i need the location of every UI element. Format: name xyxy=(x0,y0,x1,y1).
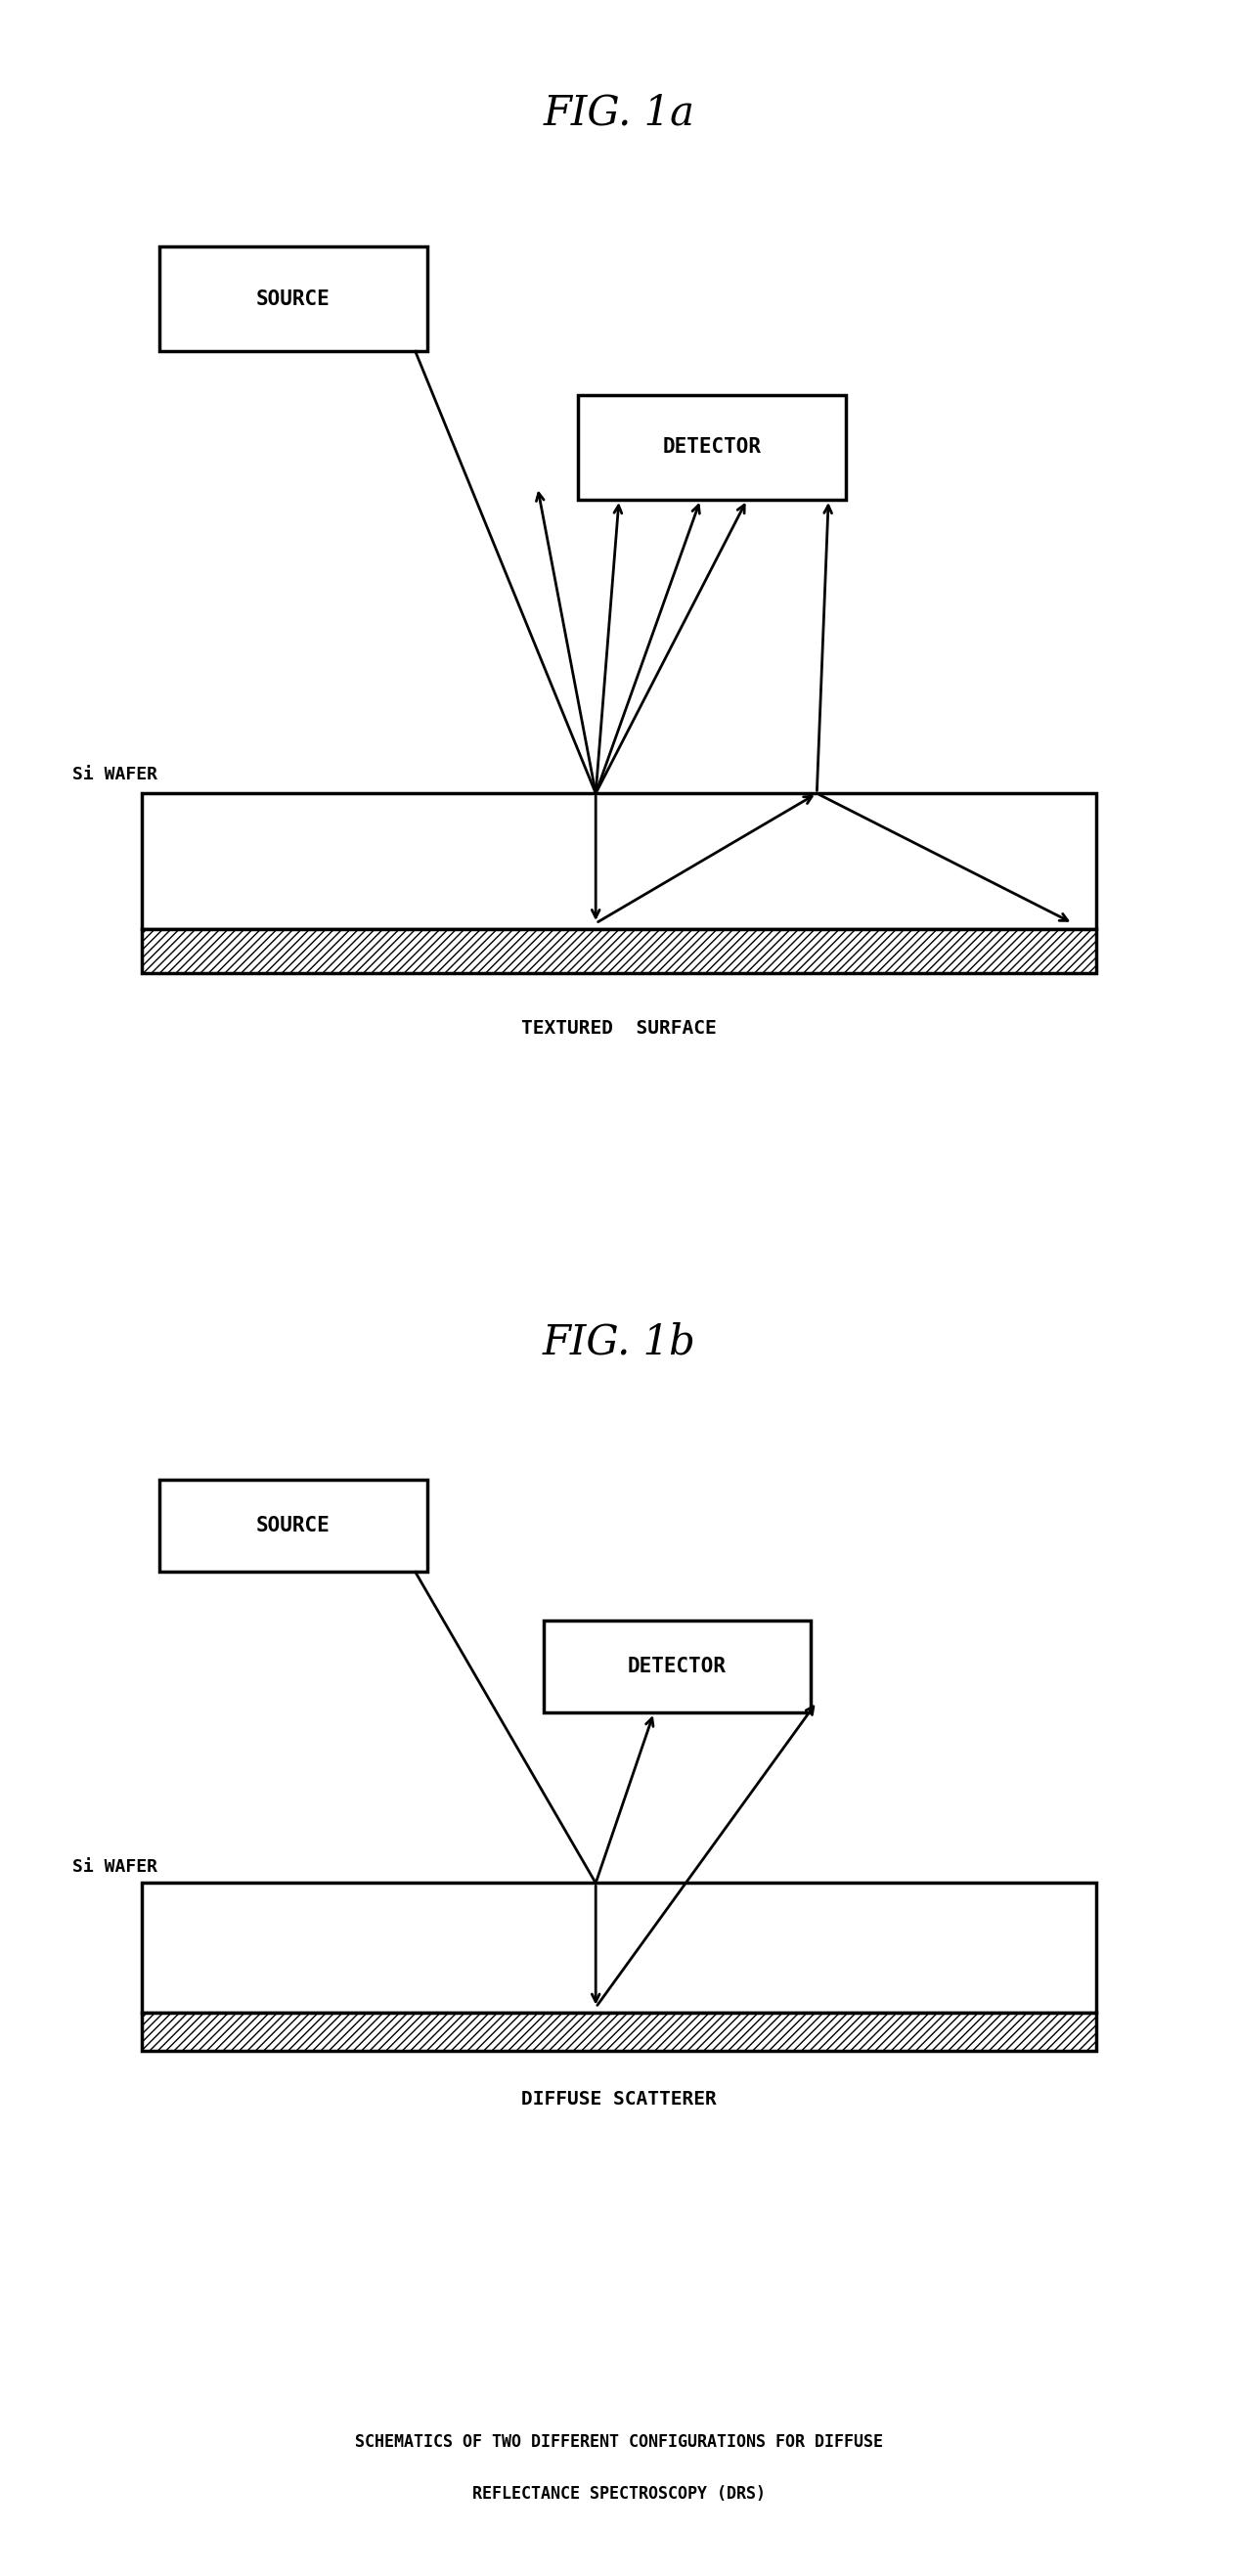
Text: SOURCE: SOURCE xyxy=(256,289,331,309)
Text: TEXTURED  SURFACE: TEXTURED SURFACE xyxy=(521,1020,717,1038)
Text: SCHEMATICS OF TWO DIFFERENT CONFIGURATIONS FOR DIFFUSE: SCHEMATICS OF TWO DIFFERENT CONFIGURATIO… xyxy=(355,2434,883,2450)
Bar xyxy=(160,247,427,350)
Text: SOURCE: SOURCE xyxy=(256,1517,331,1535)
Text: DETECTOR: DETECTOR xyxy=(628,1656,727,1677)
Text: FIG. 1b: FIG. 1b xyxy=(542,1321,696,1363)
Text: FIG. 1a: FIG. 1a xyxy=(543,93,695,134)
Bar xyxy=(578,394,846,500)
Bar xyxy=(142,793,1096,930)
Bar xyxy=(142,2012,1096,2050)
Bar xyxy=(142,1883,1096,2012)
Bar xyxy=(160,1481,427,1571)
Text: REFLECTANCE SPECTROSCOPY (DRS): REFLECTANCE SPECTROSCOPY (DRS) xyxy=(473,2486,765,2501)
Bar xyxy=(142,930,1096,974)
Text: DETECTOR: DETECTOR xyxy=(662,438,761,456)
Text: DIFFUSE SCATTERER: DIFFUSE SCATTERER xyxy=(521,2089,717,2110)
Bar xyxy=(543,1620,811,1713)
Text: Si WAFER: Si WAFER xyxy=(72,1857,157,1875)
Text: Si WAFER: Si WAFER xyxy=(72,765,157,783)
